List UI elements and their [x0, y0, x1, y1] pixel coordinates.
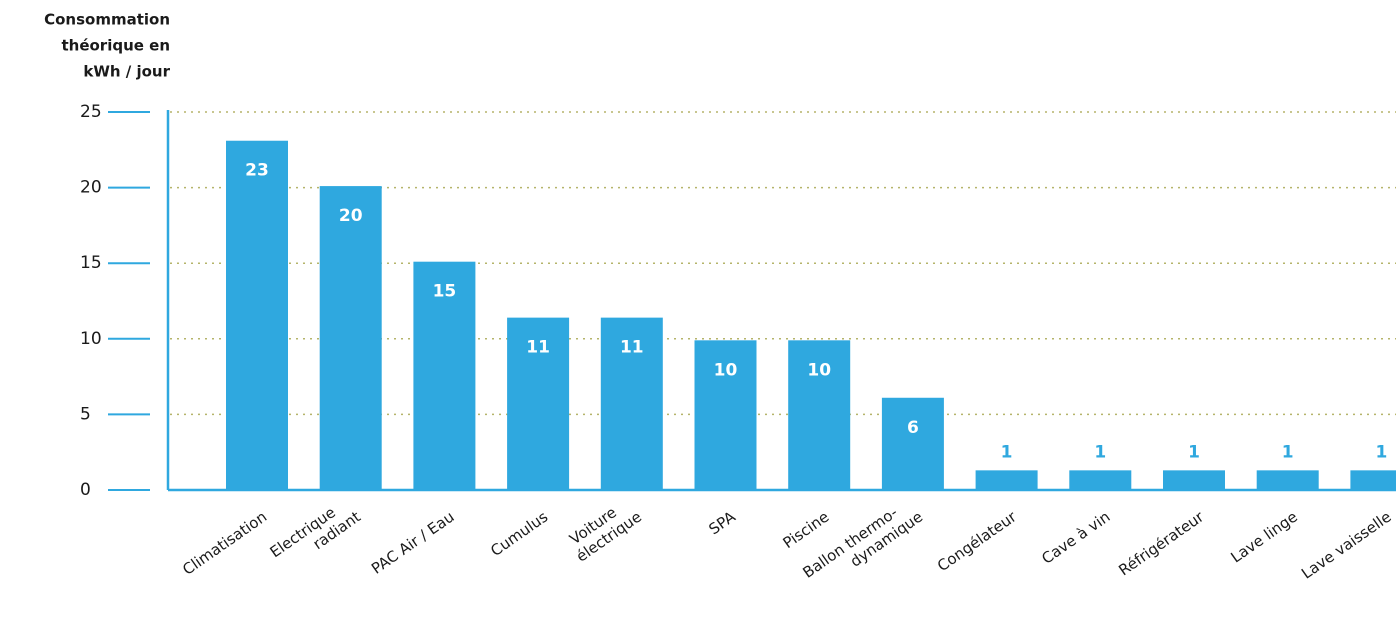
x-tick-label: Ballon thermo-dynamique [799, 492, 926, 596]
value-label: 1 [1094, 442, 1106, 462]
x-tick-label-line: Lave vaisselle [1298, 507, 1394, 582]
x-tick-label-line: Piscine [779, 507, 832, 551]
x-tick-label: Cumulus [487, 507, 551, 559]
value-label: 20 [339, 206, 363, 226]
x-tick-label-line: Climatisation [179, 507, 270, 578]
value-label: 1 [1375, 442, 1387, 462]
x-tick-label: Congélateur [934, 507, 1020, 575]
bar [881, 397, 944, 490]
x-tick-label: Piscine [779, 507, 832, 551]
y-axis-label: kWh / jour [83, 63, 170, 81]
y-tick-label: 25 [80, 102, 102, 122]
y-axis-label: théorique en [61, 37, 170, 55]
bar [1069, 470, 1132, 490]
value-label: 11 [526, 338, 550, 358]
x-tick-label: Lave vaisselle [1298, 507, 1394, 582]
x-tick-label: SPA [705, 507, 739, 538]
value-label: 15 [433, 282, 457, 302]
x-tick-label: Réfrigérateur [1115, 507, 1208, 579]
x-tick-label-line: Congélateur [934, 507, 1020, 575]
x-tick-label: Cave à vin [1038, 507, 1113, 567]
value-label: 23 [245, 161, 269, 181]
x-tick-label-line: Réfrigérateur [1115, 507, 1208, 579]
value-label: 11 [620, 338, 644, 358]
x-tick-label-line: Lave linge [1227, 507, 1300, 566]
x-tick-label: Electriqueradiant [266, 492, 363, 575]
y-axis-label: Consommation [44, 11, 170, 29]
y-tick-label: 5 [80, 404, 91, 424]
bar [1256, 470, 1319, 490]
x-tick-label: Lave linge [1227, 507, 1300, 566]
x-tick-label-line: PAC Air / Eau [368, 507, 458, 577]
value-label: 1 [1188, 442, 1200, 462]
bar [1350, 470, 1396, 490]
y-tick-label: 20 [80, 178, 102, 198]
value-label: 1 [1001, 442, 1013, 462]
x-tick-label-line: SPA [705, 507, 739, 538]
bar [1163, 470, 1225, 490]
bar [413, 261, 476, 490]
value-label: 10 [807, 360, 831, 380]
y-tick-label: 0 [80, 480, 91, 500]
bar [975, 470, 1038, 490]
bar [600, 317, 663, 490]
x-tick-label: Voitureélectrique [562, 492, 644, 565]
x-tick-label: PAC Air / Eau [368, 507, 458, 577]
bar [788, 340, 851, 490]
y-tick-label: 10 [80, 329, 102, 349]
x-tick-label-line: Cave à vin [1038, 507, 1113, 567]
value-label: 10 [714, 360, 738, 380]
bar [507, 317, 570, 490]
value-label: 6 [907, 418, 919, 438]
value-label: 1 [1282, 442, 1294, 462]
x-tick-label: Climatisation [179, 507, 270, 578]
y-tick-label: 15 [80, 253, 102, 273]
bar [319, 186, 382, 490]
bar [694, 340, 757, 490]
x-tick-label-line: Cumulus [487, 507, 551, 559]
bar [226, 140, 288, 490]
